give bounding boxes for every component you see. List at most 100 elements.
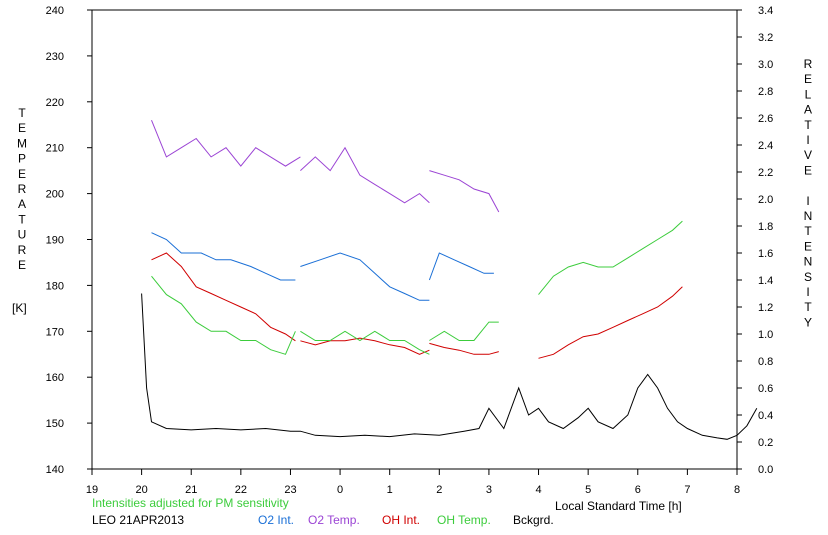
x-axis-label: Local Standard Time [h] xyxy=(555,499,682,513)
y-tick-label-left: 200 xyxy=(46,189,64,201)
x-tick-label: 23 xyxy=(284,484,296,496)
series-line-oh-int xyxy=(300,337,430,355)
y-tick-label-left: 180 xyxy=(46,280,64,292)
y-tick-label-left: 220 xyxy=(46,97,64,109)
y-axis-label-left-char: R xyxy=(18,182,27,196)
y-axis-label-right-char: N xyxy=(804,255,813,269)
series-line-o2-int xyxy=(428,252,494,281)
y-axis-label-right-char: L xyxy=(805,87,812,101)
x-tick-label: 5 xyxy=(585,484,591,496)
y-tick-label-right: 3.2 xyxy=(758,32,773,44)
y-ticks-right: 0.0 0.2 0.4 0.6 0.8 1.0 1.2 1.4 1.6 1.8 2.0 2.2 2.4 2… xyxy=(737,5,773,476)
series-line-o2-temp xyxy=(429,170,500,213)
y-tick-label-right: 1.0 xyxy=(758,329,773,341)
y-axis-label-right-char: R xyxy=(804,57,813,71)
y-axis-label-right-char: T xyxy=(804,224,812,238)
y-tick-label-right: 1.4 xyxy=(758,275,773,287)
y-axis-label-left-char: E xyxy=(18,167,26,181)
y-axis-label-right-char: E xyxy=(804,239,812,253)
y-axis-label-left-char: A xyxy=(18,197,26,211)
series-line-bckgrd xyxy=(141,293,758,440)
y-axis-label-right-char: E xyxy=(804,72,812,86)
y-axis-label-left-char: M xyxy=(17,136,27,150)
y-tick-label-right: 3.4 xyxy=(758,5,773,17)
y-tick-label-right: 0.6 xyxy=(758,383,773,395)
y-axis-label-right-char: S xyxy=(804,270,812,284)
y-tick-label-right: 2.2 xyxy=(758,167,773,179)
y-ticks-left: 140 150 160 170 180 190 200 210 220 230 240 xyxy=(46,5,92,476)
series-line-oh-int xyxy=(151,252,296,342)
y-tick-label-left: 160 xyxy=(46,372,64,384)
y-tick-label-right: 1.8 xyxy=(758,221,773,233)
y-axis-unit-left: [K] xyxy=(12,301,27,315)
y-tick-label-right: 3.0 xyxy=(758,59,773,71)
y-tick-label-right: 2.0 xyxy=(758,194,773,206)
y-tick-label-left: 190 xyxy=(46,235,64,247)
x-tick-label: 6 xyxy=(635,484,641,496)
legend: O2 Int. O2 Temp. OH Int. OH Temp. Bckgrd. xyxy=(258,513,554,527)
series-line-oh-temp xyxy=(300,330,430,355)
y-axis-label-right-char: T xyxy=(804,300,812,314)
series-group xyxy=(141,120,758,440)
y-axis-label-right-char: I xyxy=(806,285,809,299)
y-axis-label-left-char: R xyxy=(18,243,27,257)
x-tick-label: 1 xyxy=(387,484,393,496)
legend-item: O2 Temp. xyxy=(308,513,360,527)
y-axis-label-left-char: P xyxy=(18,152,26,166)
y-tick-label-right: 1.6 xyxy=(758,248,773,260)
y-tick-label-left: 210 xyxy=(46,143,64,155)
series-line-o2-int xyxy=(300,252,430,301)
station-date: LEO 21APR2013 xyxy=(92,513,184,527)
y-axis-label-right-char: Y xyxy=(804,315,812,329)
series-line-oh-int xyxy=(429,342,499,355)
series-line-o2-temp xyxy=(151,120,301,167)
series-line-oh-temp xyxy=(429,321,499,341)
x-tick-label: 22 xyxy=(235,484,247,496)
series-line-oh-temp xyxy=(151,275,296,355)
y-axis-label-left-char: E xyxy=(18,258,26,272)
series-line-o2-temp xyxy=(300,146,430,204)
x-tick-label: 2 xyxy=(436,484,442,496)
x-tick-label: 0 xyxy=(337,484,343,496)
legend-item: Bckgrd. xyxy=(513,513,554,527)
series-line-o2-int xyxy=(151,232,296,281)
x-tick-label: 19 xyxy=(86,484,98,496)
y-tick-label-left: 150 xyxy=(46,418,64,430)
x-ticks: 19 20 21 22 23 0 1 2 3 4 5 6 7 8 xyxy=(86,469,740,496)
x-tick-label: 3 xyxy=(486,484,492,496)
y-axis-label-right-char: E xyxy=(804,163,812,177)
y-tick-label-right: 2.6 xyxy=(758,113,773,125)
y-axis-label-right-char: I xyxy=(806,194,809,208)
y-axis-label-right-char: V xyxy=(804,148,812,162)
y-tick-label-right: 0.8 xyxy=(758,356,773,368)
x-tick-label: 8 xyxy=(734,484,740,496)
y-axis-label-left-char: T xyxy=(18,212,26,226)
y-axis-label-left-char: E xyxy=(18,121,26,135)
y-tick-label-right: 2.4 xyxy=(758,140,773,152)
y-axis-label-right-char: T xyxy=(804,118,812,132)
sensitivity-note: Intensities adjusted for PM sensitivity xyxy=(92,496,289,510)
y-axis-label-left-char: U xyxy=(18,228,27,242)
y-tick-label-left: 140 xyxy=(46,464,64,476)
y-tick-label-right: 0.4 xyxy=(758,410,773,422)
series-line-oh-temp xyxy=(538,220,683,295)
x-tick-label: 4 xyxy=(535,484,541,496)
x-tick-label: 7 xyxy=(684,484,690,496)
x-tick-label: 20 xyxy=(135,484,147,496)
legend-item: OH Temp. xyxy=(437,513,491,527)
y-axis-label-right-char: A xyxy=(804,103,812,117)
legend-item: O2 Int. xyxy=(258,513,294,527)
y-axis-label-right-char: I xyxy=(806,133,809,147)
series-line-oh-int xyxy=(538,286,683,359)
y-tick-label-right: 1.2 xyxy=(758,302,773,314)
legend-item: OH Int. xyxy=(382,513,420,527)
plot-frame xyxy=(91,9,738,470)
y-tick-label-right: 0.0 xyxy=(758,464,773,476)
y-axis-label-right-char: N xyxy=(804,209,813,223)
y-tick-label-right: 0.2 xyxy=(758,437,773,449)
y-tick-label-left: 230 xyxy=(46,51,64,63)
y-tick-label-left: 240 xyxy=(46,5,64,17)
